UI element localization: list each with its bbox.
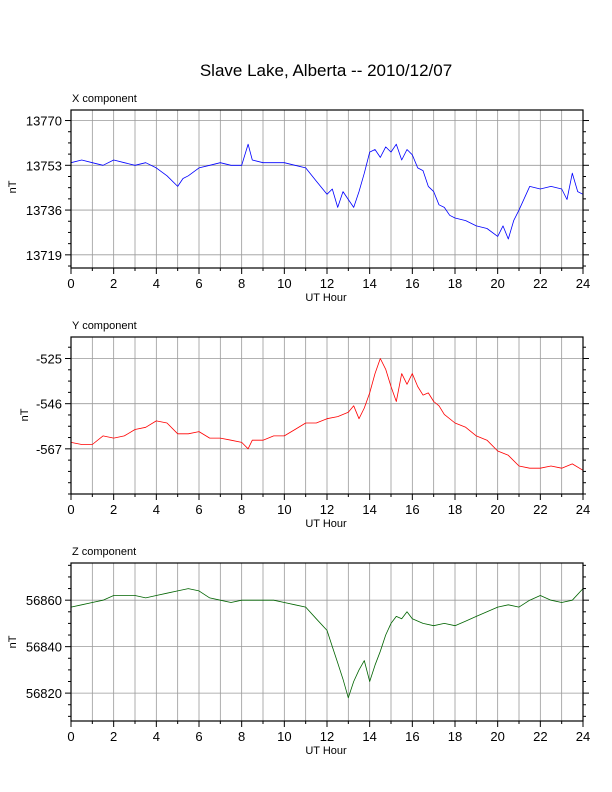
y-component-series-line [70, 358, 584, 471]
z-component-series-line [70, 588, 584, 699]
z-component-ytick-label: 56820 [26, 686, 62, 701]
y-component-ytick-label: -567 [36, 442, 62, 457]
x-component-ylabel: nT [7, 180, 19, 193]
y-component-title: Y component [72, 320, 137, 332]
z-component-xtick-label: 0 [67, 729, 74, 744]
x-component-ytick-label: 13736 [26, 203, 62, 218]
z-component-xtick-label: 12 [320, 729, 334, 744]
z-component-ytick-label: 56860 [26, 593, 62, 608]
y-component-xtick-label: 6 [195, 502, 202, 517]
z-component-xtick-label: 18 [448, 729, 462, 744]
y-component-xtick-label: 16 [405, 502, 419, 517]
x-component-panel: X component UT Hour nT 0 2 4 6 8 10 12 14 16 18 20… [7, 93, 590, 304]
z-component-xtick-label: 2 [110, 729, 117, 744]
y-component-xtick-label: 22 [533, 502, 547, 517]
z-component-ylabel: nT [7, 635, 19, 648]
y-component-xtick-label: 4 [153, 502, 160, 517]
y-component-xlabel: UT Hour [305, 518, 347, 530]
x-component-series-line [70, 143, 584, 240]
page-title: Slave Lake, Alberta -- 2010/12/07 [200, 61, 452, 80]
y-component-xtick-label: 14 [362, 502, 376, 517]
y-component-xtick-label: 10 [277, 502, 291, 517]
x-component-title: X component [72, 93, 137, 105]
z-component-xlabel: UT Hour [305, 745, 347, 757]
y-component-xtick-label: 2 [110, 502, 117, 517]
y-component-panel: Y component UT Hour nT 0 2 4 6 8 10 12 14 16 18 20… [19, 320, 590, 530]
z-component-xtick-label: 6 [195, 729, 202, 744]
x-component-xtick-label: 24 [576, 276, 590, 291]
z-component-xtick-label: 14 [362, 729, 376, 744]
y-component-xtick-label: 24 [576, 502, 590, 517]
x-component-xtick-label: 16 [405, 276, 419, 291]
z-component-xtick-label: 8 [238, 729, 245, 744]
x-component-xtick-label: 2 [110, 276, 117, 291]
y-component-xtick-label: 8 [238, 502, 245, 517]
x-component-xtick-label: 20 [490, 276, 504, 291]
x-component-xtick-label: 14 [362, 276, 376, 291]
z-component-title: Z component [72, 546, 136, 558]
x-component-xtick-label: 10 [277, 276, 291, 291]
y-component-ytick-label: -525 [36, 352, 62, 367]
y-component-ylabel: nT [19, 408, 31, 421]
y-component-xtick-label: 20 [490, 502, 504, 517]
z-component-ytick-label: 56840 [26, 640, 62, 655]
x-component-xtick-label: 0 [67, 276, 74, 291]
z-component-xtick-label: 20 [490, 729, 504, 744]
z-component-xtick-label: 10 [277, 729, 291, 744]
x-component-xtick-label: 12 [320, 276, 334, 291]
x-component-ytick-label: 13719 [26, 248, 62, 263]
x-component-xtick-label: 18 [448, 276, 462, 291]
z-component-xtick-label: 24 [576, 729, 590, 744]
x-component-xtick-label: 22 [533, 276, 547, 291]
z-component-xtick-label: 22 [533, 729, 547, 744]
z-component-xtick-label: 16 [405, 729, 419, 744]
y-component-xtick-label: 12 [320, 502, 334, 517]
z-component-xtick-label: 4 [153, 729, 160, 744]
z-component-panel: Z component UT Hour nT 0 2 4 6 8 10 12 14 16 18 20… [7, 546, 590, 757]
y-component-xtick-label: 18 [448, 502, 462, 517]
x-component-xlabel: UT Hour [305, 292, 347, 304]
y-component-ytick-label: -546 [36, 397, 62, 412]
y-component-xtick-label: 0 [67, 502, 74, 517]
x-component-xtick-label: 4 [153, 276, 160, 291]
x-component-xtick-label: 8 [238, 276, 245, 291]
x-component-xtick-label: 6 [195, 276, 202, 291]
x-component-ytick-label: 13770 [26, 114, 62, 129]
x-component-ytick-label: 13753 [26, 158, 62, 173]
